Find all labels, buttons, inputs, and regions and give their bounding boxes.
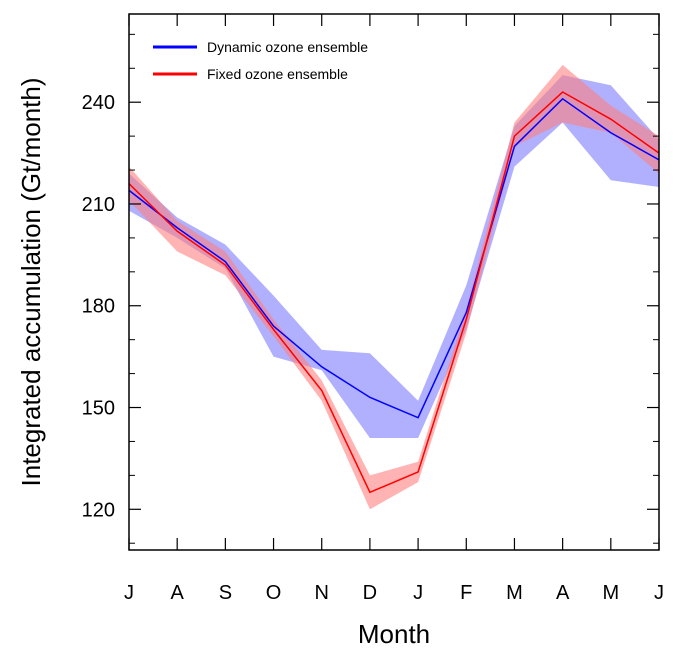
x-tick-label: O [266,582,282,604]
axis-tick-labels: J A S O N D J F M A M J 120 150 180 210 240 [82,92,664,604]
y-tick-label: 150 [82,398,115,420]
uncertainty-bands [129,64,659,510]
legend-label-series-2: Fixed ozone ensemble [207,66,348,82]
x-tick-label: S [219,582,232,604]
y-tick-label: 180 [82,296,115,318]
x-tick-label: M [506,582,523,604]
y-axis-title: Integrated accumulation (Gt/month) [16,78,46,487]
x-tick-label: M [602,582,619,604]
series-lines [128,91,660,494]
x-tick-label: J [413,582,423,604]
x-tick-label: N [315,582,329,604]
legend-label-series-1: Dynamic ozone ensemble [207,39,368,55]
legend: Dynamic ozone ensemble Fixed ozone ensemb… [153,39,368,82]
line-series-1 [128,97,660,419]
x-tick-label: A [556,582,570,604]
y-tick-label: 120 [82,499,115,521]
x-tick-label: F [460,582,472,604]
band-series-2 [129,64,659,510]
x-tick-label: A [171,582,185,604]
plot-frame [128,13,660,551]
y-tick-label: 210 [82,194,115,216]
x-tick-label: D [363,582,377,604]
x-tick-label: J [124,582,134,604]
y-tick-label: 240 [82,92,115,114]
x-axis-title: Month [358,619,430,649]
axis-ticks [128,14,660,550]
line-series-2 [128,91,660,494]
x-tick-label: J [654,582,664,604]
